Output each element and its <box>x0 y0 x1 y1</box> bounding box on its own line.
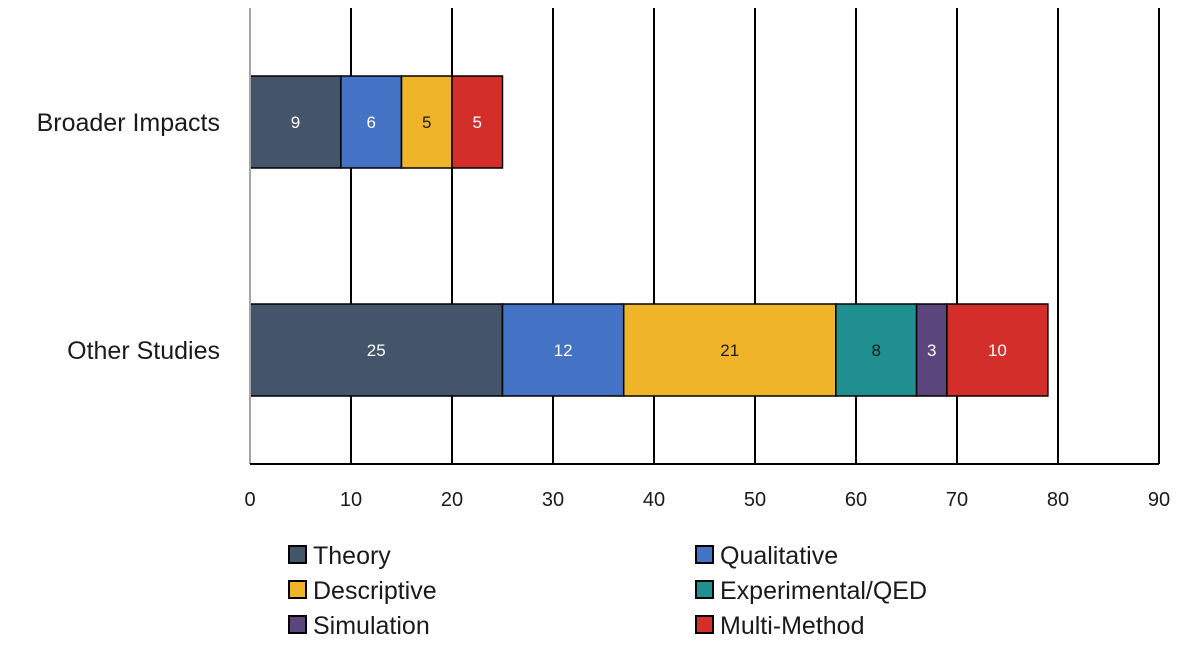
x-tick-label-30: 30 <box>542 489 564 511</box>
category-label-other-studies: Other Studies <box>67 337 220 365</box>
data-label-other-studies-simulation: 3 <box>927 341 936 360</box>
legend-item-experimental-qed: Experimental/QED <box>695 577 927 605</box>
x-tick-label-80: 80 <box>1047 489 1069 511</box>
legend-swatch-qualitative <box>695 545 714 564</box>
x-tick-label-90: 90 <box>1148 489 1170 511</box>
legend-label-qualitative: Qualitative <box>720 542 838 570</box>
bar-other-studies-qualitative <box>501 303 625 397</box>
data-label-broader-impacts-multi-method: 5 <box>473 113 482 132</box>
bar-other-studies-multi-method <box>946 303 1049 397</box>
legend-swatch-simulation <box>288 615 307 634</box>
data-label-other-studies-multi-method: 10 <box>988 341 1007 360</box>
data-label-other-studies-theory: 25 <box>367 341 386 360</box>
x-tick-label-0: 0 <box>244 489 255 511</box>
labels: Broader Impacts Other Studies 9 6 5 5 25 12 21 8 3… <box>37 109 1007 365</box>
bars <box>249 75 1049 397</box>
data-label-other-studies-qualitative: 12 <box>554 341 573 360</box>
data-label-broader-impacts-qualitative: 6 <box>366 113 375 132</box>
legend-swatch-multi-method <box>695 615 714 634</box>
legend-item-multi-method: Multi-Method <box>695 612 865 640</box>
legend-swatch-theory <box>288 545 307 564</box>
data-label-broader-impacts-descriptive: 5 <box>422 113 431 132</box>
x-tick-label-10: 10 <box>340 489 362 511</box>
legend-label-theory: Theory <box>313 542 391 570</box>
data-label-other-studies-descriptive: 21 <box>720 341 739 360</box>
legend-label-experimental-qed: Experimental/QED <box>720 577 927 605</box>
legend-swatch-experimental-qed <box>695 580 714 599</box>
legend: Theory Qualitative Descriptive Experimental… <box>288 542 927 640</box>
x-tick-label-20: 20 <box>441 489 463 511</box>
bar-other-studies-descriptive <box>622 303 837 397</box>
legend-label-descriptive: Descriptive <box>313 577 437 605</box>
x-tick-label-70: 70 <box>946 489 968 511</box>
legend-item-theory: Theory <box>288 542 391 570</box>
legend-item-simulation: Simulation <box>288 612 430 640</box>
x-tick-label-40: 40 <box>643 489 665 511</box>
bar-other-studies-experimental-qed <box>835 303 918 397</box>
legend-label-simulation: Simulation <box>313 612 430 640</box>
x-tick-label-60: 60 <box>845 489 867 511</box>
legend-item-descriptive: Descriptive <box>288 577 437 605</box>
category-label-broader-impacts: Broader Impacts <box>37 109 220 137</box>
data-label-broader-impacts-theory: 9 <box>291 113 300 132</box>
x-tick-label-50: 50 <box>744 489 766 511</box>
bar-other-studies-theory <box>249 303 504 397</box>
legend-label-multi-method: Multi-Method <box>720 612 865 640</box>
axes: 0 10 20 30 40 50 60 70 80 90 <box>244 8 1170 511</box>
bar-broader-impacts-multi-method <box>451 75 504 169</box>
legend-swatch-descriptive <box>288 580 307 599</box>
legend-item-qualitative: Qualitative <box>695 542 838 570</box>
bar-other-studies-simulation <box>915 303 948 397</box>
data-label-other-studies-experimental-qed: 8 <box>871 341 880 360</box>
bar-broader-impacts-qualitative <box>340 75 403 169</box>
bar-broader-impacts-descriptive <box>400 75 453 169</box>
